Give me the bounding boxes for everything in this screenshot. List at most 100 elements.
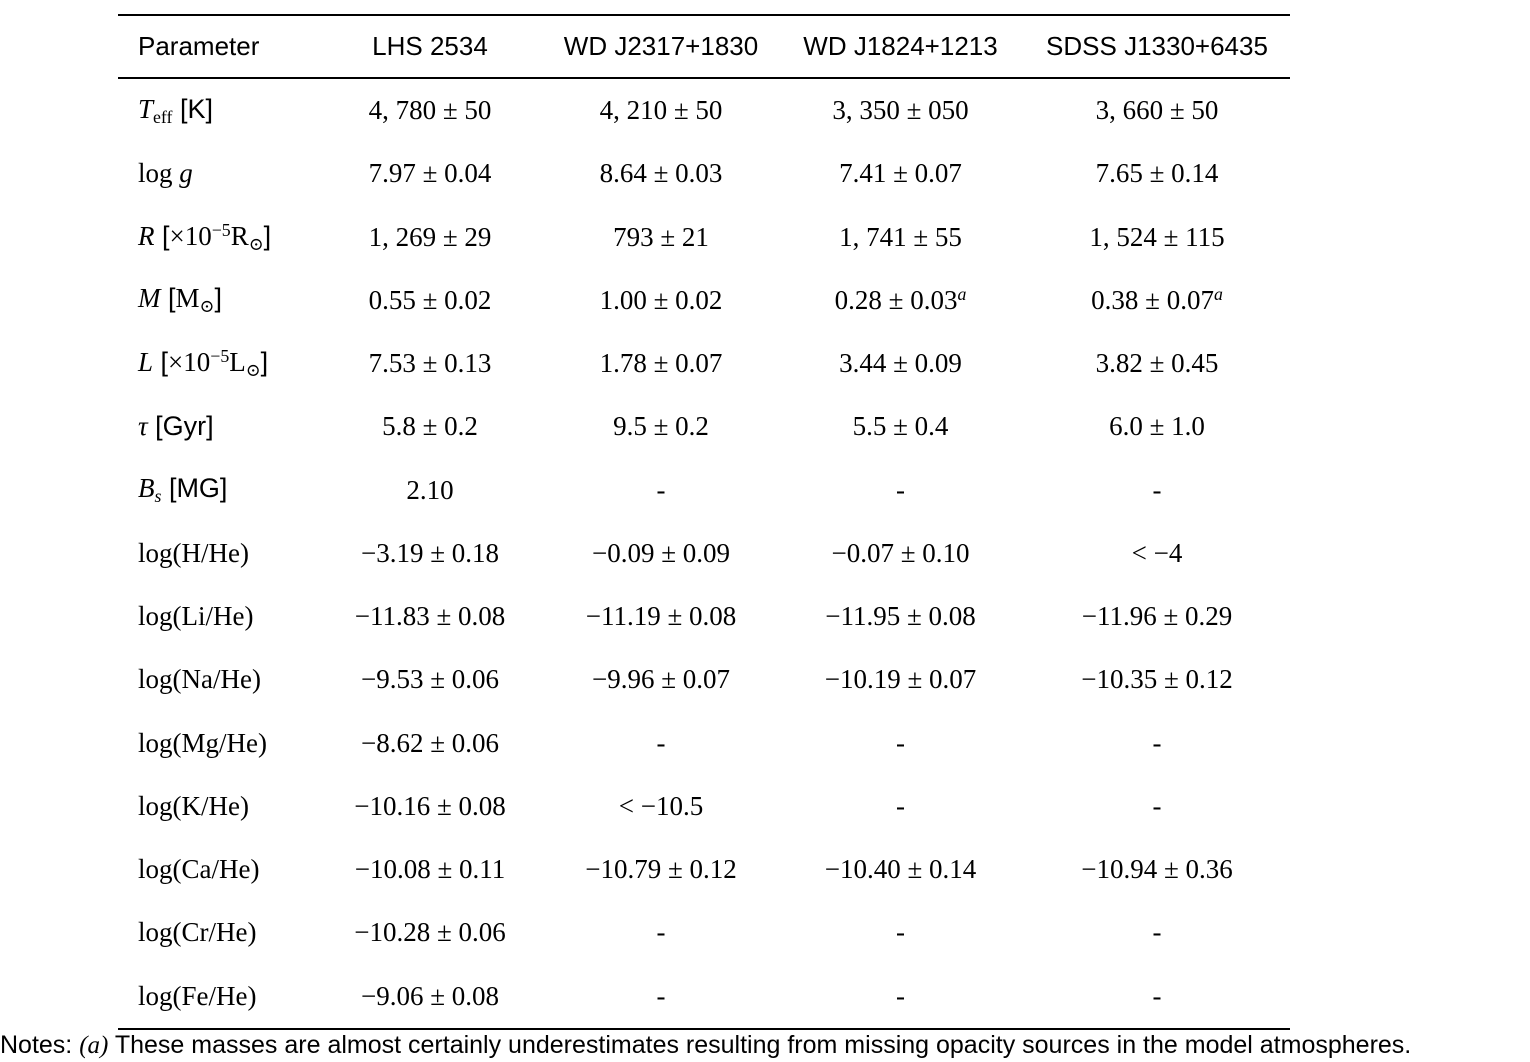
value-cell: −10.28 ± 0.06 [354,917,506,948]
value-cell: 3, 350 ± 050 [832,95,969,126]
table-row-log-cr-he: log(Cr/He) −10.28 ± 0.06 - - - [118,901,1290,964]
value-cell: 3.44 ± 0.09 [839,348,962,379]
param-label-log-k-he: log(K/He) [138,790,249,821]
value-cell: - [1152,790,1162,821]
value-cell: 7.97 ± 0.04 [368,158,492,189]
value-cell: −9.96 ± 0.07 [591,664,731,695]
footnote-marker: (a) [79,1032,109,1059]
table-row-bfield: Bs [MG] 2.10 - - - [118,459,1290,522]
param-label-log-na-he: log(Na/He) [138,664,261,695]
value-cell: 2.10 [406,474,454,505]
param-label-logg: log g [138,158,193,189]
value-cell: 0.55 ± 0.02 [368,284,492,315]
value-cell: −9.53 ± 0.06 [360,664,500,695]
value-cell: −10.79 ± 0.12 [585,854,737,885]
table-row-log-k-he: log(K/He) −10.16 ± 0.08 < −10.5 - - [118,775,1290,838]
column-header-wd-j2317-1830: WD J2317+1830 [563,31,759,61]
table-row-log-li-he: log(Li/He) −11.83 ± 0.08 −11.19 ± 0.08 −11.… [118,585,1290,648]
value-cell: −11.19 ± 0.08 [585,601,737,632]
param-label-bfield: Bs [MG] [138,473,228,507]
value-cell: 7.53 ± 0.13 [368,348,492,379]
value-cell: 7.41 ± 0.07 [839,158,962,189]
value-cell: 3, 660 ± 50 [1095,95,1219,126]
value-cell: 8.64 ± 0.03 [599,158,723,189]
value-cell: - [656,474,666,505]
value-cell: 1.00 ± 0.02 [599,284,723,315]
table-row-log-h-he: log(H/He) −3.19 ± 0.18 −0.09 ± 0.09 −0.07 ±… [118,522,1290,585]
param-label-luminosity: L [×10−5L⊙] [138,346,269,381]
footnote-ref: a [957,284,967,305]
value-cell: 0.28 ± 0.03a [834,284,967,316]
param-label-age: τ [Gyr] [138,411,214,442]
param-label-radius: R [×10−5R⊙] [138,219,272,254]
value-cell: −0.09 ± 0.09 [591,537,731,568]
value-cell: −0.07 ± 0.10 [831,537,970,568]
value-cell: - [656,917,666,948]
table-row-log-na-he: log(Na/He) −9.53 ± 0.06 −9.96 ± 0.07 −10.19… [118,648,1290,711]
value-cell: - [896,917,905,948]
value-cell: −10.08 ± 0.11 [354,854,506,885]
value-cell: −10.35 ± 0.12 [1081,664,1233,695]
table-row-log-ca-he: log(Ca/He) −10.08 ± 0.11 −10.79 ± 0.12 −10.… [118,838,1290,901]
column-header-lhs-2534: LHS 2534 [372,31,488,61]
table-row-age: τ [Gyr] 5.8 ± 0.2 9.5 ± 0.2 5.5 ± 0.4 6.0 ± … [118,395,1290,458]
value-cell: 4, 210 ± 50 [599,95,723,126]
column-header-parameter: Parameter [138,31,260,61]
value-cell: −9.06 ± 0.08 [360,980,500,1011]
param-label-log-cr-he: log(Cr/He) [138,917,257,948]
value-cell: 1, 524 ± 115 [1089,221,1225,252]
value-cell: - [896,980,905,1011]
value-cell: - [1152,727,1162,758]
table-row-radius: R [×10−5R⊙] 1, 269 ± 29 793 ± 21 1, 741 ± 5… [118,206,1290,269]
value-cell: < −10.5 [618,790,704,821]
value-cell: −10.19 ± 0.07 [824,664,977,695]
value-cell: 1.78 ± 0.07 [599,348,723,379]
table-row-teff: Teff [K] 4, 780 ± 50 4, 210 ± 50 3, 350 ± 0… [118,79,1290,142]
value-cell: −11.96 ± 0.29 [1081,601,1233,632]
value-cell: −8.62 ± 0.06 [360,727,500,758]
param-label-teff: Teff [K] [138,93,213,127]
value-cell: 9.5 ± 0.2 [613,411,709,442]
value-cell: −10.40 ± 0.14 [824,854,977,885]
value-cell: −11.83 ± 0.08 [354,601,506,632]
value-cell: - [896,790,905,821]
value-cell: 6.0 ± 1.0 [1109,411,1205,442]
value-cell: −11.95 ± 0.08 [825,601,976,632]
value-cell: - [656,727,666,758]
column-header-wd-j1824-1213: WD J1824+1213 [803,31,998,61]
value-cell: −10.16 ± 0.08 [354,790,506,821]
table-row-logg: log g 7.97 ± 0.04 8.64 ± 0.03 7.41 ± 0.07 7.… [118,142,1290,205]
value-cell: < −4 [1131,537,1183,568]
notes-text: These masses are almost certainly undere… [108,1031,1412,1059]
param-label-log-h-he: log(H/He) [138,537,249,568]
value-cell: - [896,474,905,505]
table-notes: Notes: (a) These masses are almost certa… [0,1031,1530,1060]
value-cell: −3.19 ± 0.18 [360,537,500,568]
param-label-log-fe-he: log(Fe/He) [138,980,257,1011]
table-header-row: Parameter LHS 2534 WD J2317+1830 WD J1824+1… [118,16,1290,79]
value-cell: - [656,980,666,1011]
value-cell: 7.65 ± 0.14 [1095,158,1219,189]
value-cell: 3.82 ± 0.45 [1095,348,1219,379]
value-cell: −10.94 ± 0.36 [1081,854,1233,885]
value-cell: 5.5 ± 0.4 [852,411,949,442]
table-row-log-mg-he: log(Mg/He) −8.62 ± 0.06 - - - [118,712,1290,775]
param-label-mass: M [M⊙] [138,283,222,317]
value-cell: 5.8 ± 0.2 [382,411,478,442]
value-cell: 0.38 ± 0.07a [1091,284,1223,316]
param-label-log-li-he: log(Li/He) [138,601,254,632]
value-cell: - [1152,980,1162,1011]
value-cell: 1, 269 ± 29 [368,221,492,252]
table-body: Teff [K] 4, 780 ± 50 4, 210 ± 50 3, 350 ± 0… [118,79,1290,1028]
stellar-parameters-table: Parameter LHS 2534 WD J2317+1830 WD J1824+1… [118,14,1290,1030]
table-row-luminosity: L [×10−5L⊙] 7.53 ± 0.13 1.78 ± 0.07 3.44 ± … [118,332,1290,395]
value-cell: - [896,727,905,758]
param-label-log-ca-he: log(Ca/He) [138,854,260,885]
table-row-mass: M [M⊙] 0.55 ± 0.02 1.00 ± 0.02 0.28 ± 0.03a… [118,269,1290,332]
footnote-ref: a [1213,284,1223,305]
table-row-log-fe-he: log(Fe/He) −9.06 ± 0.08 - - - [118,965,1290,1028]
value-cell: 793 ± 21 [613,221,709,252]
column-header-sdss-j1330-6435: SDSS J1330+6435 [1046,31,1268,61]
value-cell: 4, 780 ± 50 [368,95,492,126]
